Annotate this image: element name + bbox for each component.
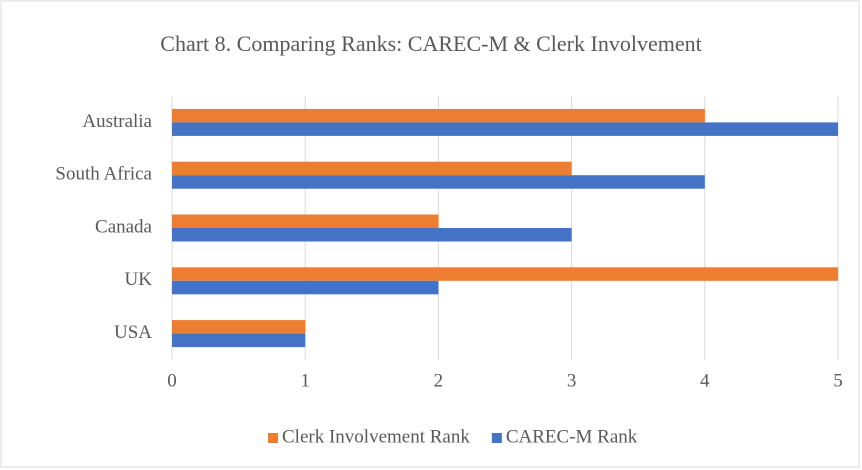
- x-tick-label: 5: [833, 370, 843, 391]
- legend-swatch: [491, 433, 502, 443]
- y-tick-label: South Africa: [55, 164, 152, 185]
- y-tick-label: UK: [125, 269, 153, 290]
- bar: [172, 214, 439, 228]
- bar: [172, 175, 705, 189]
- bar: [172, 267, 838, 281]
- chart-title: Chart 8. Comparing Ranks: CAREC-M & Cler…: [160, 31, 701, 56]
- bar: [172, 161, 572, 176]
- bar: [172, 280, 439, 295]
- legend-label: CAREC-M Rank: [506, 426, 638, 447]
- bar: [172, 228, 572, 242]
- bar: [172, 320, 306, 334]
- bar: [172, 122, 838, 136]
- x-tick-label: 1: [300, 370, 310, 391]
- y-tick-label: USA: [114, 322, 152, 343]
- y-tick-label: Canada: [95, 216, 153, 237]
- legend-label: Clerk Involvement Rank: [282, 426, 470, 447]
- x-tick-label: 0: [167, 370, 177, 391]
- x-tick-label: 3: [567, 370, 577, 391]
- x-tick-label: 4: [700, 370, 710, 391]
- y-tick-label: Australia: [82, 111, 152, 132]
- x-tick-label: 2: [434, 370, 444, 391]
- legend-swatch: [268, 433, 278, 443]
- bar: [172, 108, 705, 123]
- bar: [172, 333, 306, 348]
